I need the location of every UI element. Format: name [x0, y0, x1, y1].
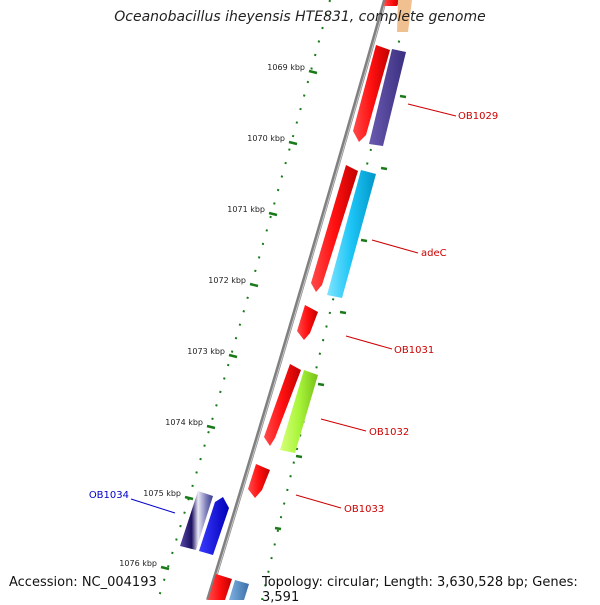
- kbp-tick-mark: [228, 353, 238, 359]
- kbp-tick-mark: [184, 495, 194, 501]
- kbp-tick-label: 1075 kbp: [143, 489, 181, 498]
- gene-label-leader: [130, 498, 176, 514]
- gene-features: [180, 0, 412, 600]
- gene-label-leader: [320, 418, 367, 432]
- gene-ob1034-reverse[interactable]: [199, 497, 229, 555]
- gene-ob1032-forward[interactable]: [264, 364, 301, 446]
- outer-tick-mark: [295, 454, 303, 459]
- kbp-tick-mark: [249, 282, 259, 288]
- outer-tick-mark: [339, 310, 347, 315]
- kbp-tick-mark: [268, 211, 278, 217]
- gene-label-ob1031[interactable]: OB1031: [394, 345, 434, 356]
- accession-text: Accession: NC_004193: [9, 575, 157, 590]
- outer-tick-mark: [380, 166, 388, 171]
- gene-label-leader: [407, 103, 457, 117]
- gene-ob1029-forward[interactable]: [353, 45, 390, 142]
- gene-adec-reverse[interactable]: [327, 170, 376, 298]
- genome-backbone: [206, 0, 387, 601]
- genome-backbone-highlight: [208, 0, 387, 601]
- outer-tick-mark: [317, 382, 325, 387]
- genome-summary: Topology: circular; Length: 3,630,528 bp…: [262, 575, 578, 605]
- gene-ob1029-reverse[interactable]: [369, 49, 406, 146]
- gene-ob1028-top[interactable]: [384, 0, 400, 6]
- kbp-tick-mark: [308, 69, 318, 75]
- kbp-tick-label: 1076 kbp: [119, 559, 157, 568]
- gene-label-ob1034[interactable]: OB1034: [89, 490, 129, 501]
- gene-label-leader: [371, 239, 419, 254]
- gene-labels: OB1029 adeC OB1031 OB1032 OB1033 OB1034: [89, 103, 498, 515]
- outer-tick-mark: [399, 94, 407, 99]
- kbp-tick-mark: [288, 140, 298, 146]
- gene-ob1031[interactable]: [297, 305, 318, 340]
- kbp-tick-label: 1074 kbp: [165, 418, 203, 427]
- kbp-tick-label: 1072 kbp: [208, 276, 246, 285]
- gene-label-adec[interactable]: adeC: [421, 248, 447, 259]
- outer-tick-mark: [274, 526, 282, 531]
- kbp-tick-label: 1069 kbp: [267, 63, 305, 72]
- outer-tick-ring: [261, 0, 411, 601]
- gene-ob1032-reverse[interactable]: [280, 370, 318, 453]
- genome-title: Oceanobacillus iheyensis HTE831, complet…: [114, 9, 486, 25]
- gene-label-leader: [295, 494, 342, 509]
- gene-bottom-steel[interactable]: [229, 580, 249, 600]
- outer-tick-mark: [360, 238, 368, 243]
- kbp-tick-label: 1071 kbp: [227, 205, 265, 214]
- gene-ob1033[interactable]: [248, 464, 270, 498]
- gene-label-leader: [345, 335, 393, 350]
- gene-label-ob1033[interactable]: OB1033: [344, 504, 384, 515]
- gene-adec-forward[interactable]: [311, 165, 358, 292]
- gene-top-stub[interactable]: [397, 0, 412, 32]
- kbp-ticks: 1069 kbp 1070 kbp 1071 kbp 1072 kbp 1073 kbp…: [119, 63, 407, 571]
- gene-label-ob1032[interactable]: OB1032: [369, 427, 409, 438]
- kbp-tick-label: 1070 kbp: [247, 134, 285, 143]
- kbp-tick-mark: [160, 565, 170, 571]
- inner-tick-ring: [157, 0, 331, 601]
- kbp-tick-label: 1073 kbp: [187, 347, 225, 356]
- kbp-tick-mark: [206, 424, 216, 430]
- gene-bottom-red[interactable]: [208, 574, 232, 600]
- gene-label-ob1029[interactable]: OB1029: [458, 111, 498, 122]
- gene-ob1034-stripe[interactable]: [180, 491, 213, 550]
